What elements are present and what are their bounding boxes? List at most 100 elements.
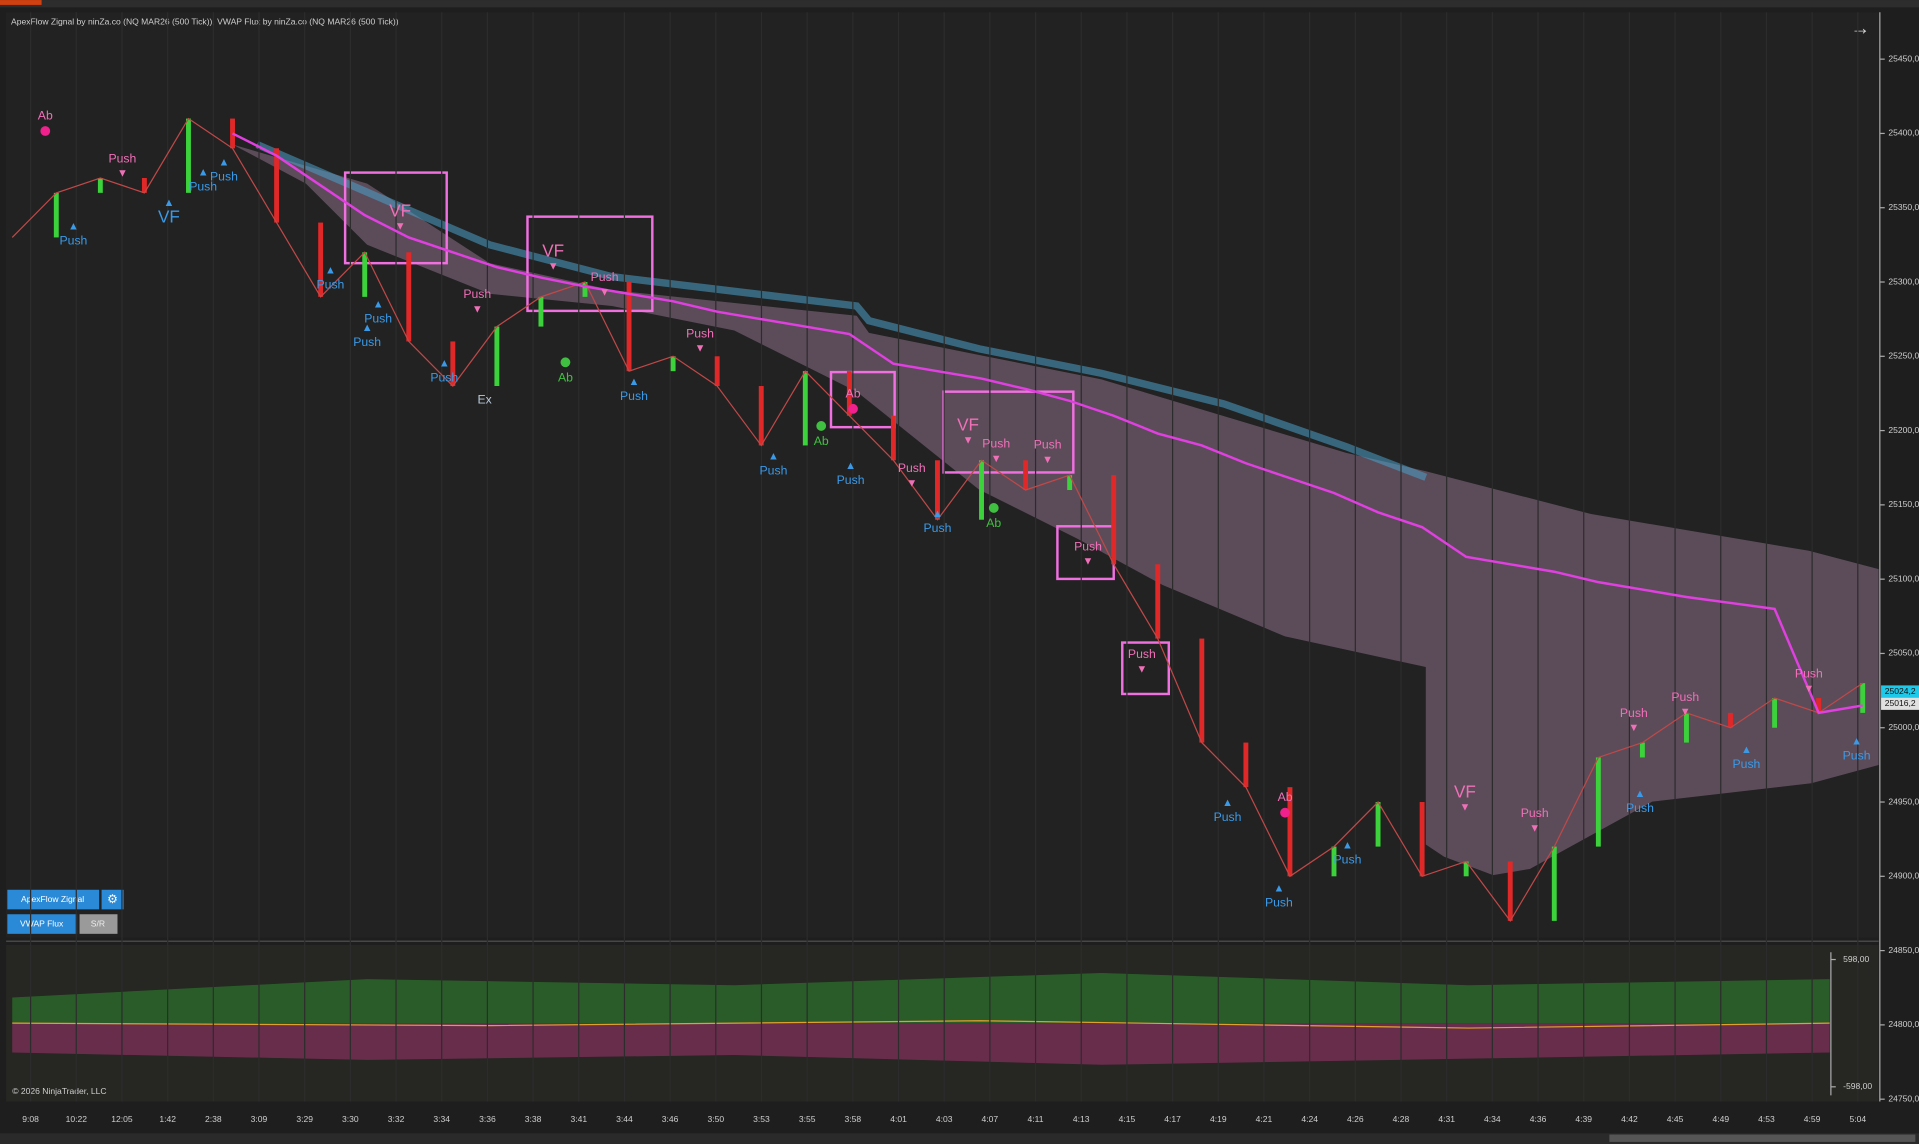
settings-button[interactable] (101, 889, 124, 910)
price-tick-label: 24850,0 (1888, 945, 1919, 955)
scrollbar[interactable] (0, 1133, 1919, 1144)
candle (979, 460, 984, 520)
candle (1551, 846, 1557, 921)
candle (1419, 802, 1425, 877)
time-label: 4:31 (1438, 1114, 1455, 1124)
signal-label: VF (957, 414, 979, 434)
indicator-button[interactable] (7, 914, 78, 934)
signal-label: Push (189, 180, 217, 194)
time-label: 9:08 (22, 1114, 39, 1124)
signal-label: Push (837, 473, 865, 487)
settings-icon[interactable]: ⚙ (107, 892, 118, 906)
signal-arrow: ▲ (68, 220, 79, 232)
signal-label: Push (686, 326, 714, 340)
signal-label: Ab (986, 516, 1001, 530)
candle (1243, 742, 1249, 788)
price-tick-label: 25150,0 (1888, 499, 1919, 509)
signal-arrow: ▼ (548, 261, 559, 273)
signal-label: VF (1454, 782, 1476, 802)
candle (494, 326, 500, 387)
signal-arrow: ▼ (1042, 454, 1053, 466)
candle (714, 356, 720, 387)
signal-label: Push (430, 370, 458, 384)
signal-label: Push (364, 312, 392, 326)
signal-dot (816, 421, 827, 431)
time-label: 4:11 (1028, 1114, 1044, 1124)
candle (846, 371, 852, 416)
price-tick-label: 24950,0 (1888, 796, 1919, 806)
button-label[interactable]: S/R (91, 918, 105, 928)
time-label: 3:29 (296, 1114, 313, 1124)
price-tick-label: 25250,0 (1888, 351, 1919, 361)
signal-label: Push (1795, 667, 1823, 681)
signal-label: Push (353, 335, 381, 349)
price-tick-label: 25300,0 (1888, 276, 1919, 286)
signal-box (526, 215, 654, 313)
candle (274, 148, 280, 223)
candle (141, 178, 147, 193)
vwap-cloud (232, 144, 1879, 876)
time-label: 3:46 (662, 1114, 679, 1124)
time-label: 4:24 (1301, 1114, 1318, 1124)
signal-arrow: ▲ (1273, 882, 1284, 894)
candle (1199, 638, 1205, 743)
time-label: 5:04 (1849, 1114, 1866, 1124)
copyright: © 2026 NinjaTrader, LLC (12, 1086, 106, 1096)
signal-arrow: ▲ (362, 322, 373, 334)
signal-box (1121, 641, 1171, 696)
signal-dot (848, 403, 858, 414)
signal-label: Push (1074, 539, 1102, 553)
candle (1023, 460, 1029, 491)
time-label: 4:42 (1621, 1114, 1638, 1124)
signal-arrow: ▼ (1529, 822, 1540, 834)
price-tick-label: 24800,0 (1888, 1019, 1919, 1029)
button-label[interactable]: VWAP Flux (20, 918, 64, 928)
signal-label: Push (760, 463, 788, 477)
signal-label: Push (591, 270, 619, 284)
time-label: 4:01 (890, 1114, 907, 1124)
signal-label: Push (1671, 690, 1699, 704)
candle (1067, 475, 1073, 491)
signal-arrow: ▼ (1136, 663, 1147, 675)
signal-arrow: ▼ (695, 343, 706, 355)
candle (97, 178, 103, 193)
time-label: 3:58 (845, 1114, 862, 1124)
signal-label: Push (317, 277, 345, 291)
signal-label: Push (620, 389, 648, 403)
signal-dot (40, 126, 51, 136)
signal-label: Push (1265, 895, 1293, 909)
signal-box (829, 370, 896, 429)
candle (538, 296, 544, 327)
candle (1728, 712, 1733, 728)
time-label: 4:45 (1667, 1114, 1684, 1124)
signal-label: Push (463, 287, 491, 301)
price-tick-label: 25100,0 (1888, 573, 1919, 583)
price-tick-label: 25000,0 (1888, 722, 1919, 732)
signal-label: Ex (478, 392, 492, 406)
signal-arrow: ▼ (117, 168, 128, 180)
indicator-positive-band (12, 972, 1830, 1024)
time-label: 4:03 (936, 1114, 953, 1124)
scrollbar-thumb[interactable] (1609, 1134, 1916, 1142)
indicator-signal-line (12, 1020, 1830, 1029)
time-label: 4:19 (1210, 1114, 1227, 1124)
signal-label: VF (158, 206, 180, 226)
time-label: 3:50 (707, 1114, 724, 1124)
sr-button[interactable] (79, 914, 118, 934)
signal-arrow: ▼ (1680, 706, 1691, 718)
price-tag-label: 25024,2 (1885, 686, 1916, 696)
time-label: 4:34 (1484, 1114, 1501, 1124)
time-label: 4:15 (1119, 1114, 1136, 1124)
expand-arrow[interactable]: → (1850, 18, 1870, 40)
signal-arrow: ▼ (906, 477, 917, 489)
button-label[interactable]: ApexFlow Zignal (21, 894, 84, 904)
signal-arrow: ▲ (845, 460, 856, 472)
time-label: 10:22 (66, 1114, 88, 1124)
candle (318, 222, 324, 297)
signal-label: Push (210, 170, 238, 184)
signal-arrow: ▼ (599, 286, 610, 298)
time-label: 4:49 (1712, 1114, 1729, 1124)
signal-label: Push (924, 521, 952, 535)
price-tick-label: 24900,0 (1888, 871, 1919, 881)
time-label: 4:13 (1073, 1114, 1090, 1124)
